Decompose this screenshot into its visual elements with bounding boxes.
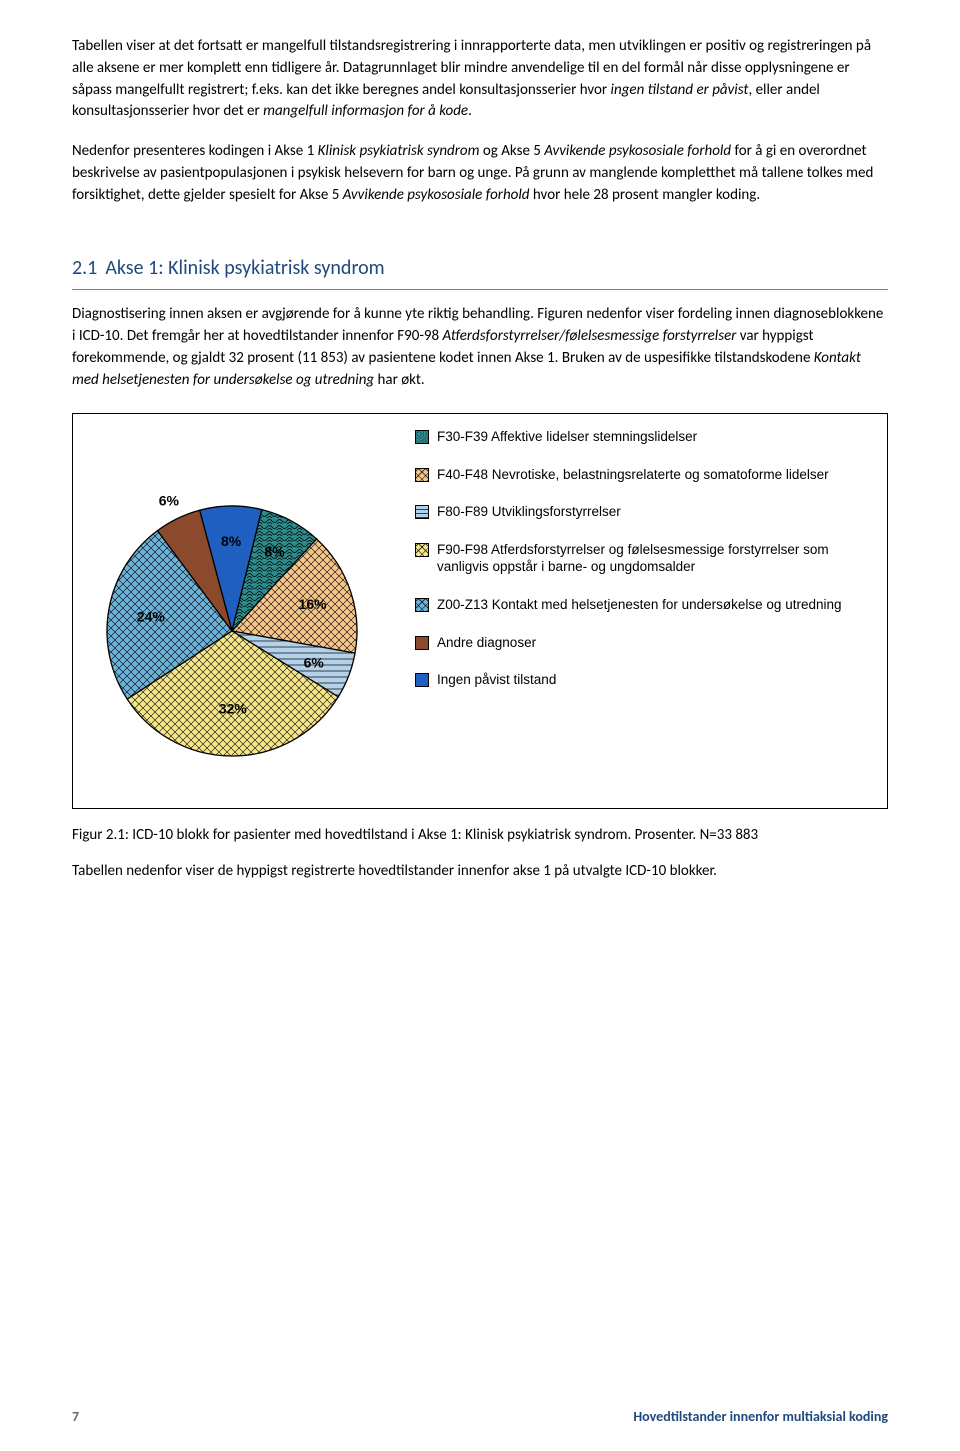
legend-item: F30-F39 Affektive lidelser stemningslide… [415, 428, 873, 446]
para3-italic-1: Atferdsforstyrrelser/følelsesmessige for… [443, 327, 737, 345]
para2-text-d: hvor hele 28 prosent mangler koding. [530, 186, 761, 204]
legend-label: F30-F39 Affektive lidelser stemningslide… [437, 428, 697, 446]
para2-italic-3: Avvikende psykososiale forhold [343, 186, 530, 204]
pie-slice-label: 24% [137, 609, 166, 625]
legend-label: Z00-Z13 Kontakt med helsetjenesten for u… [437, 596, 842, 614]
legend-swatch [415, 468, 429, 482]
chart-legend: F30-F39 Affektive lidelser stemningslide… [415, 428, 873, 688]
para1-italic-2: mangelfull informasjon for å kode [263, 102, 468, 120]
pie-slice-label: 6% [159, 493, 180, 509]
legend-item: Z00-Z13 Kontakt med helsetjenesten for u… [415, 596, 873, 614]
pie-slice-label: 32% [219, 701, 248, 717]
legend-label: F40-F48 Nevrotiske, belastningsrelaterte… [437, 466, 829, 484]
legend-item: Ingen påvist tilstand [415, 671, 873, 689]
legend-swatch [415, 673, 429, 687]
paragraph-1: Tabellen viser at det fortsatt er mangel… [72, 36, 888, 123]
para1-italic-1: ingen tilstand er påvist [611, 81, 749, 99]
legend-label: F90-F98 Atferdsforstyrrelser og følelses… [437, 541, 873, 576]
para2-italic-2: Avvikende psykososiale forhold [544, 142, 731, 160]
legend-label: Andre diagnoser [437, 634, 536, 652]
figure-box: 8% 8% 16% 6% 32% 24% 6% F30-F39 Affektive lide… [72, 413, 888, 809]
paragraph-4: Tabellen nedenfor viser de hyppigst regi… [72, 861, 888, 883]
page-footer: 7 Hovedtilstander innenfor multiaksial k… [72, 1407, 888, 1427]
paragraph-3: Diagnostisering innen aksen er avgjørend… [72, 304, 888, 391]
para2-italic-1: Klinisk psykiatrisk syndrom [318, 142, 480, 160]
para1-text-c: . [468, 102, 472, 120]
para3-text-c: har økt. [374, 371, 425, 389]
pie-slice-label: 6% [304, 655, 325, 671]
pie-chart-wrap: 8% 8% 16% 6% 32% 24% 6% [87, 428, 397, 794]
pie-chart: 8% 8% 16% 6% 32% 24% 6% [87, 476, 397, 786]
paragraph-2: Nedenfor presenteres kodingen i Akse 1 K… [72, 141, 888, 206]
figure-caption: Figur 2.1: ICD-10 blokk for pasienter me… [72, 825, 888, 847]
pie-slice-label: 8% [221, 533, 242, 549]
section-heading: 2.1 Akse 1: Klinisk psykiatrisk syndrom [72, 254, 888, 283]
section-number: 2.1 [72, 256, 97, 280]
page-number: 7 [72, 1407, 79, 1427]
legend-swatch [415, 430, 429, 444]
pie-slice-label: 8% [264, 544, 285, 560]
section-title: Akse 1: Klinisk psykiatrisk syndrom [105, 256, 384, 280]
section-rule [72, 289, 888, 290]
para2-text-a: Nedenfor presenteres kodingen i Akse 1 [72, 142, 318, 160]
legend-item: Andre diagnoser [415, 634, 873, 652]
legend-label: F80-F89 Utviklingsforstyrrelser [437, 503, 621, 521]
legend-swatch [415, 636, 429, 650]
legend-swatch [415, 505, 429, 519]
para2-text-b: og Akse 5 [479, 142, 544, 160]
legend-swatch [415, 598, 429, 612]
legend-item: F80-F89 Utviklingsforstyrrelser [415, 503, 873, 521]
legend-item: F90-F98 Atferdsforstyrrelser og følelses… [415, 541, 873, 576]
footer-title: Hovedtilstander innenfor multiaksial kod… [633, 1407, 888, 1427]
legend-swatch [415, 543, 429, 557]
legend-item: F40-F48 Nevrotiske, belastningsrelaterte… [415, 466, 873, 484]
pie-slice-label: 16% [299, 596, 328, 612]
legend-label: Ingen påvist tilstand [437, 671, 556, 689]
